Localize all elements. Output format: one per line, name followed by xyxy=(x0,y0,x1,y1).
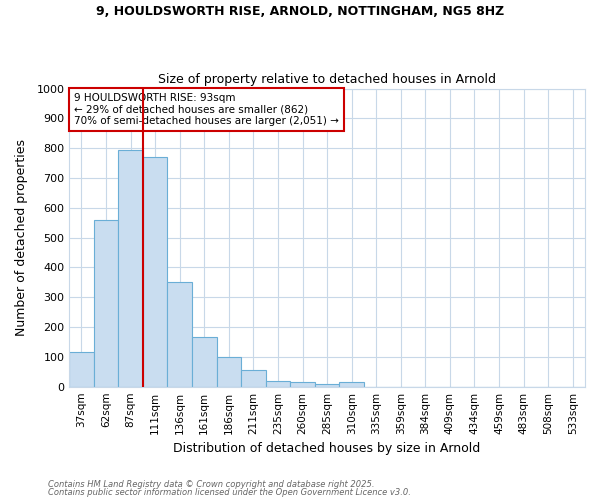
Bar xyxy=(290,382,315,386)
Bar xyxy=(94,220,118,386)
Bar xyxy=(266,380,290,386)
Bar xyxy=(167,282,192,387)
Bar xyxy=(217,357,241,386)
Text: 9 HOULDSWORTH RISE: 93sqm
← 29% of detached houses are smaller (862)
70% of semi: 9 HOULDSWORTH RISE: 93sqm ← 29% of detac… xyxy=(74,93,339,126)
Title: Size of property relative to detached houses in Arnold: Size of property relative to detached ho… xyxy=(158,73,496,86)
Bar xyxy=(143,157,167,386)
Text: Contains public sector information licensed under the Open Government Licence v3: Contains public sector information licen… xyxy=(48,488,411,497)
Bar xyxy=(315,384,340,386)
Text: 9, HOULDSWORTH RISE, ARNOLD, NOTTINGHAM, NG5 8HZ: 9, HOULDSWORTH RISE, ARNOLD, NOTTINGHAM,… xyxy=(96,5,504,18)
Bar xyxy=(340,382,364,386)
Bar xyxy=(241,370,266,386)
Bar xyxy=(69,352,94,386)
Y-axis label: Number of detached properties: Number of detached properties xyxy=(15,139,28,336)
Text: Contains HM Land Registry data © Crown copyright and database right 2025.: Contains HM Land Registry data © Crown c… xyxy=(48,480,374,489)
Bar xyxy=(118,150,143,386)
Bar xyxy=(192,336,217,386)
X-axis label: Distribution of detached houses by size in Arnold: Distribution of detached houses by size … xyxy=(173,442,481,455)
